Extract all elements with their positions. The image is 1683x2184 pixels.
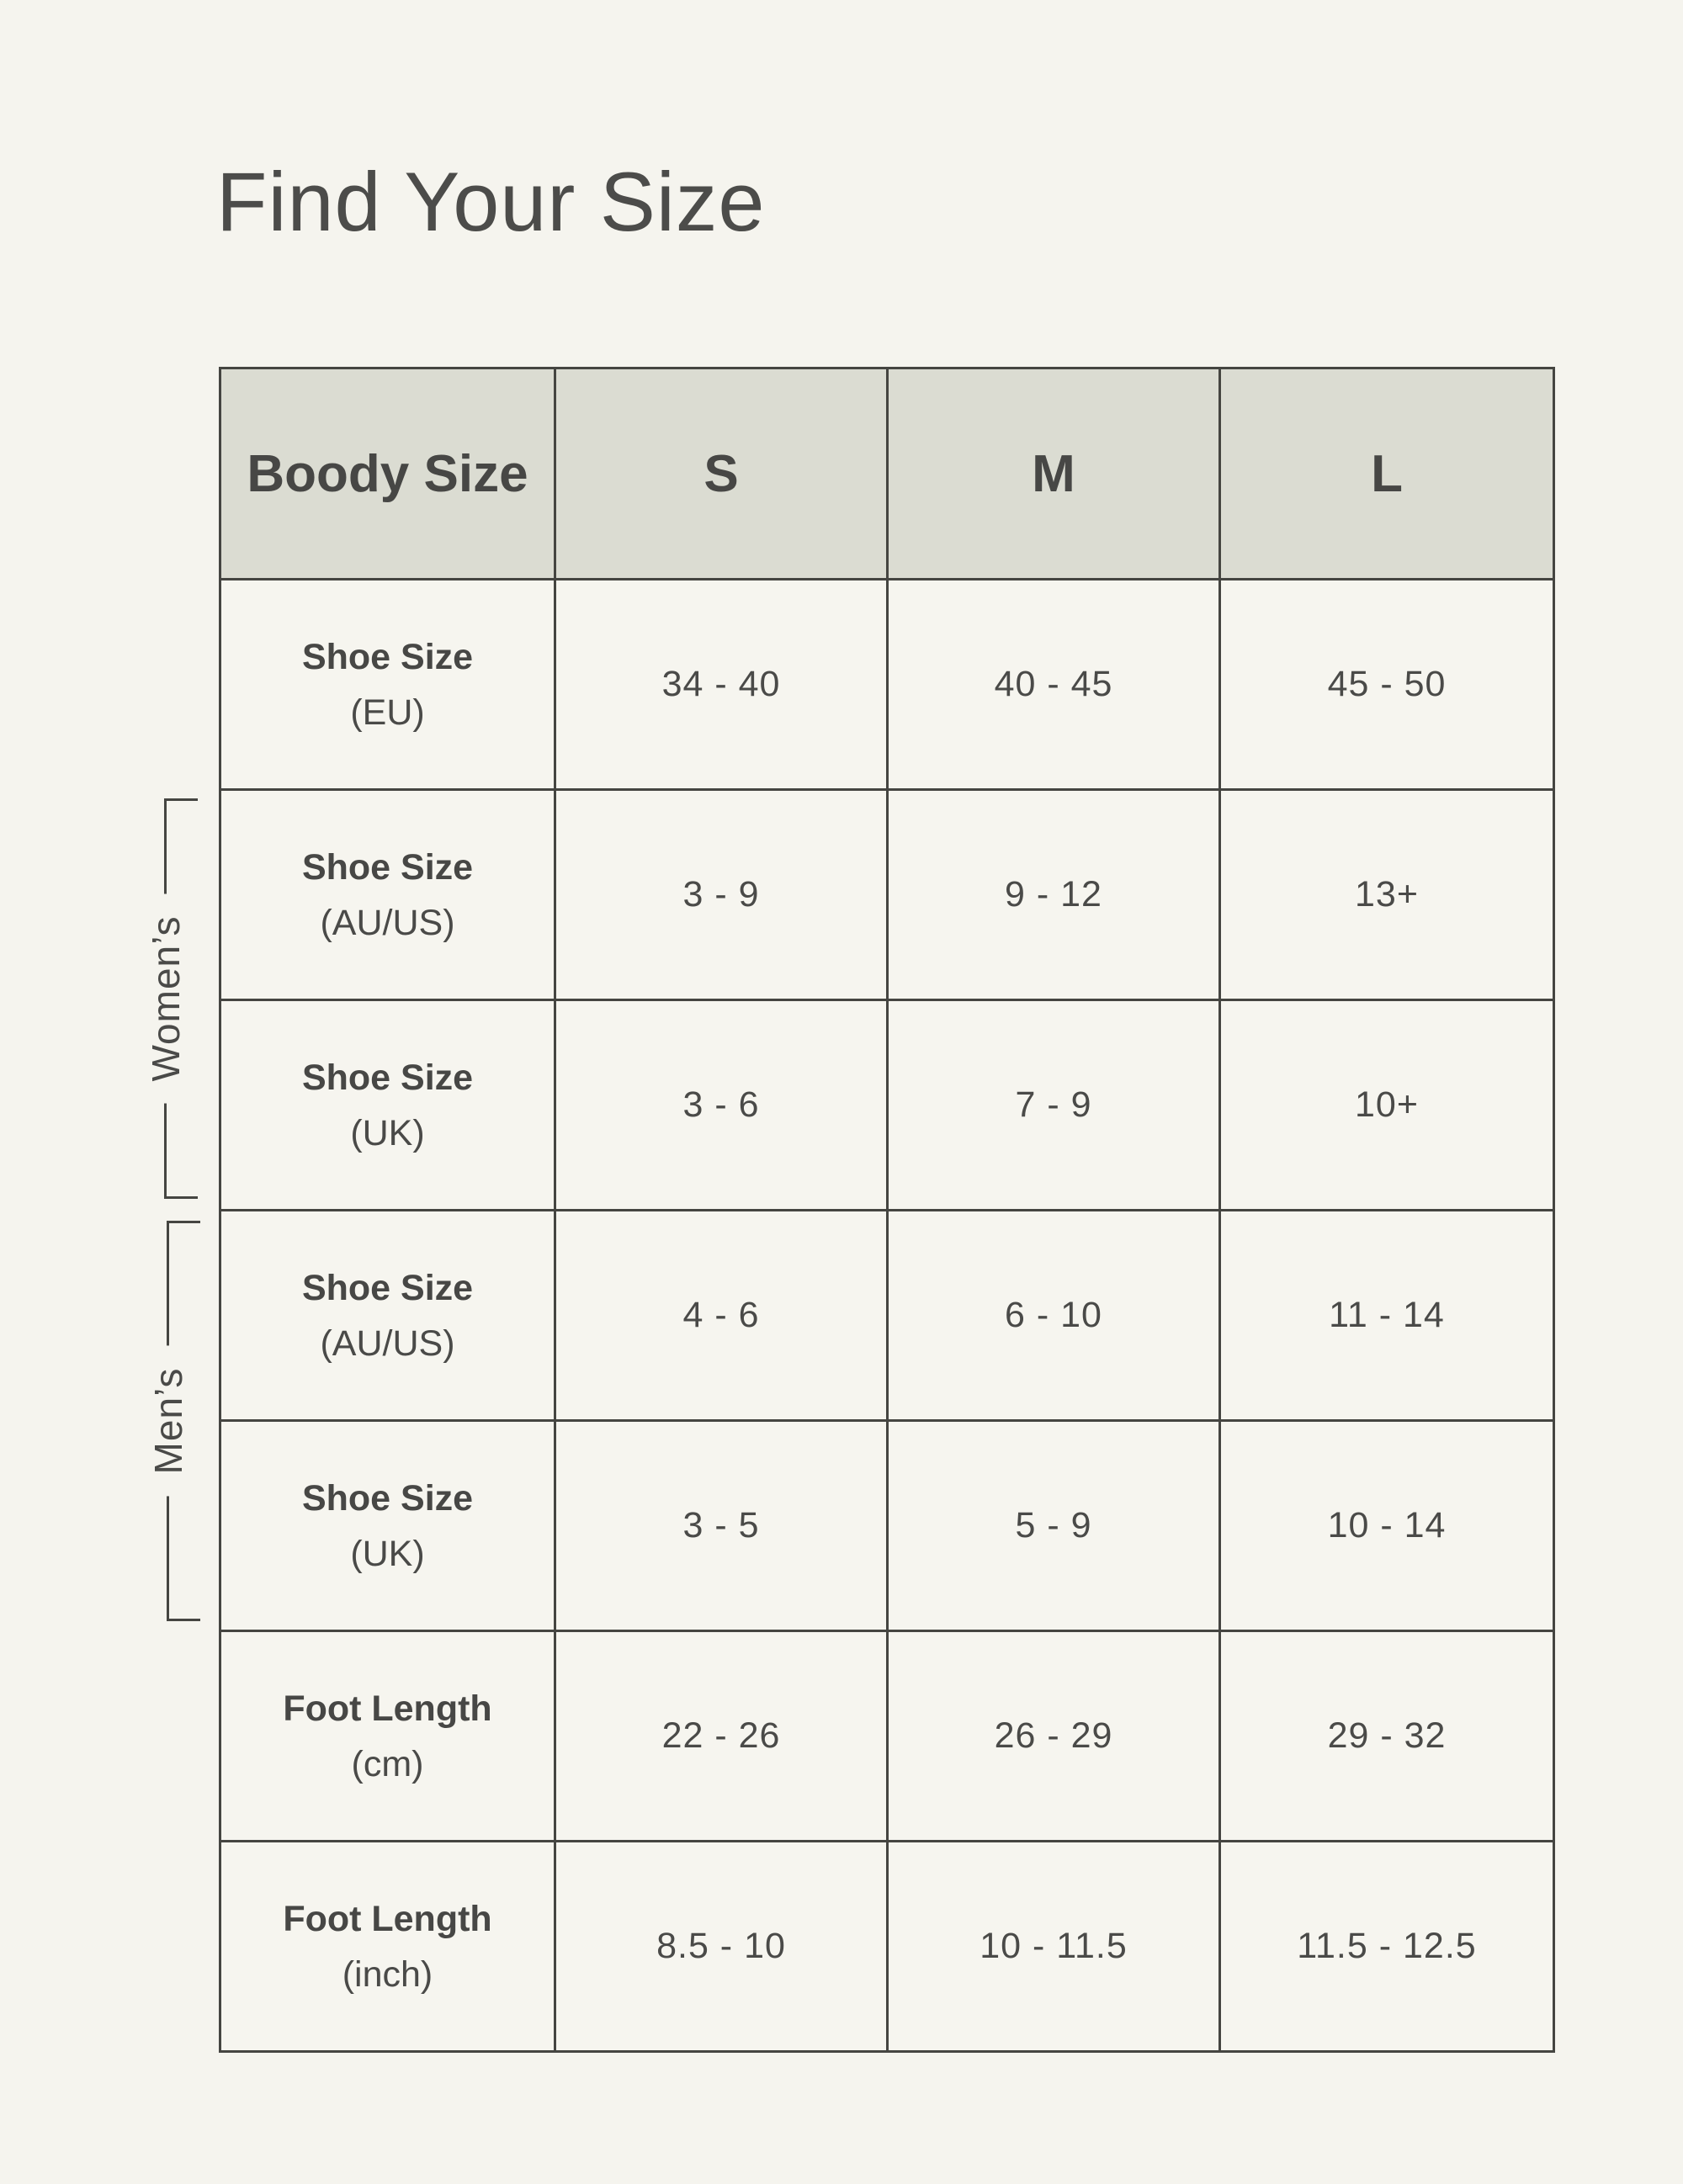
row-label: Shoe Size (UK) — [219, 1419, 556, 1632]
table-row-shoe-size-eu: Shoe Size (EU) 34 - 40 40 - 45 45 - 50 — [219, 578, 1555, 791]
row-label-main: Shoe Size — [301, 636, 474, 677]
header-cell-size-l: L — [1218, 367, 1555, 580]
mens-bracket-label: Men’s — [144, 1345, 193, 1497]
womens-group-bracket: Women’s — [141, 798, 198, 1199]
womens-bracket-label: Women’s — [141, 893, 190, 1104]
table-row-womens-shoe-size-au-us: Shoe Size (AU/US) 3 - 9 9 - 12 13+ — [219, 788, 1555, 1001]
cell-value: 22 - 26 — [554, 1630, 889, 1842]
bracket-cap-top — [164, 798, 198, 801]
row-label: Shoe Size (UK) — [219, 999, 556, 1211]
table-row-mens-shoe-size-au-us: Shoe Size (AU/US) 4 - 6 6 - 10 11 - 14 — [219, 1209, 1555, 1422]
cell-value: 4 - 6 — [554, 1209, 889, 1422]
cell-value: 40 - 45 — [886, 578, 1221, 791]
cell-value: 3 - 9 — [554, 788, 889, 1001]
cell-value: 11 - 14 — [1218, 1209, 1555, 1422]
row-label-main: Shoe Size — [301, 1267, 474, 1308]
cell-value: 5 - 9 — [886, 1419, 1221, 1632]
row-label-sub: (AU/US) — [320, 902, 455, 943]
header-cell-boody-size: Boody Size — [219, 367, 556, 580]
cell-value: 45 - 50 — [1218, 578, 1555, 791]
cell-value: 10 - 11.5 — [886, 1840, 1221, 2053]
size-table: Boody Size S M L Shoe Size (EU) 34 - 40 … — [219, 367, 1555, 2053]
row-label-main: Shoe Size — [301, 1477, 474, 1519]
header-cell-size-s: S — [554, 367, 889, 580]
page-title: Find Your Size — [216, 155, 766, 248]
cell-value: 26 - 29 — [886, 1630, 1221, 1842]
table-row-mens-shoe-size-uk: Shoe Size (UK) 3 - 5 5 - 9 10 - 14 — [219, 1419, 1555, 1632]
mens-group-bracket: Men’s — [144, 1221, 200, 1621]
cell-value: 8.5 - 10 — [554, 1840, 889, 2053]
cell-value: 10+ — [1218, 999, 1555, 1211]
header-cell-size-m: M — [886, 367, 1221, 580]
row-label-sub: (inch) — [342, 1953, 433, 1995]
cell-value: 3 - 5 — [554, 1419, 889, 1632]
row-label: Foot Length (cm) — [219, 1630, 556, 1842]
bracket-cap-bottom — [167, 1619, 200, 1621]
cell-value: 13+ — [1218, 788, 1555, 1001]
bracket-cap-top — [167, 1221, 200, 1223]
row-label: Shoe Size (EU) — [219, 578, 556, 791]
cell-value: 3 - 6 — [554, 999, 889, 1211]
row-label: Shoe Size (AU/US) — [219, 788, 556, 1001]
cell-value: 34 - 40 — [554, 578, 889, 791]
row-label: Shoe Size (AU/US) — [219, 1209, 556, 1422]
row-label-main: Foot Length — [283, 1688, 492, 1729]
row-label-sub: (EU) — [350, 692, 425, 733]
cell-value: 7 - 9 — [886, 999, 1221, 1211]
row-label-main: Foot Length — [283, 1898, 492, 1939]
table-row-foot-length-cm: Foot Length (cm) 22 - 26 26 - 29 29 - 32 — [219, 1630, 1555, 1842]
cell-value: 6 - 10 — [886, 1209, 1221, 1422]
row-label-main: Shoe Size — [301, 846, 474, 888]
row-label-sub: (UK) — [350, 1112, 425, 1153]
bracket-cap-bottom — [164, 1196, 198, 1199]
row-label-sub: (AU/US) — [320, 1323, 455, 1364]
cell-value: 29 - 32 — [1218, 1630, 1555, 1842]
cell-value: 11.5 - 12.5 — [1218, 1840, 1555, 2053]
row-label-sub: (UK) — [350, 1533, 425, 1574]
table-row-foot-length-inch: Foot Length (inch) 8.5 - 10 10 - 11.5 11… — [219, 1840, 1555, 2053]
row-label-main: Shoe Size — [301, 1057, 474, 1098]
table-header-row: Boody Size S M L — [219, 367, 1555, 580]
cell-value: 9 - 12 — [886, 788, 1221, 1001]
row-label-sub: (cm) — [351, 1743, 424, 1784]
cell-value: 10 - 14 — [1218, 1419, 1555, 1632]
row-label: Foot Length (inch) — [219, 1840, 556, 2053]
table-row-womens-shoe-size-uk: Shoe Size (UK) 3 - 6 7 - 9 10+ — [219, 999, 1555, 1211]
